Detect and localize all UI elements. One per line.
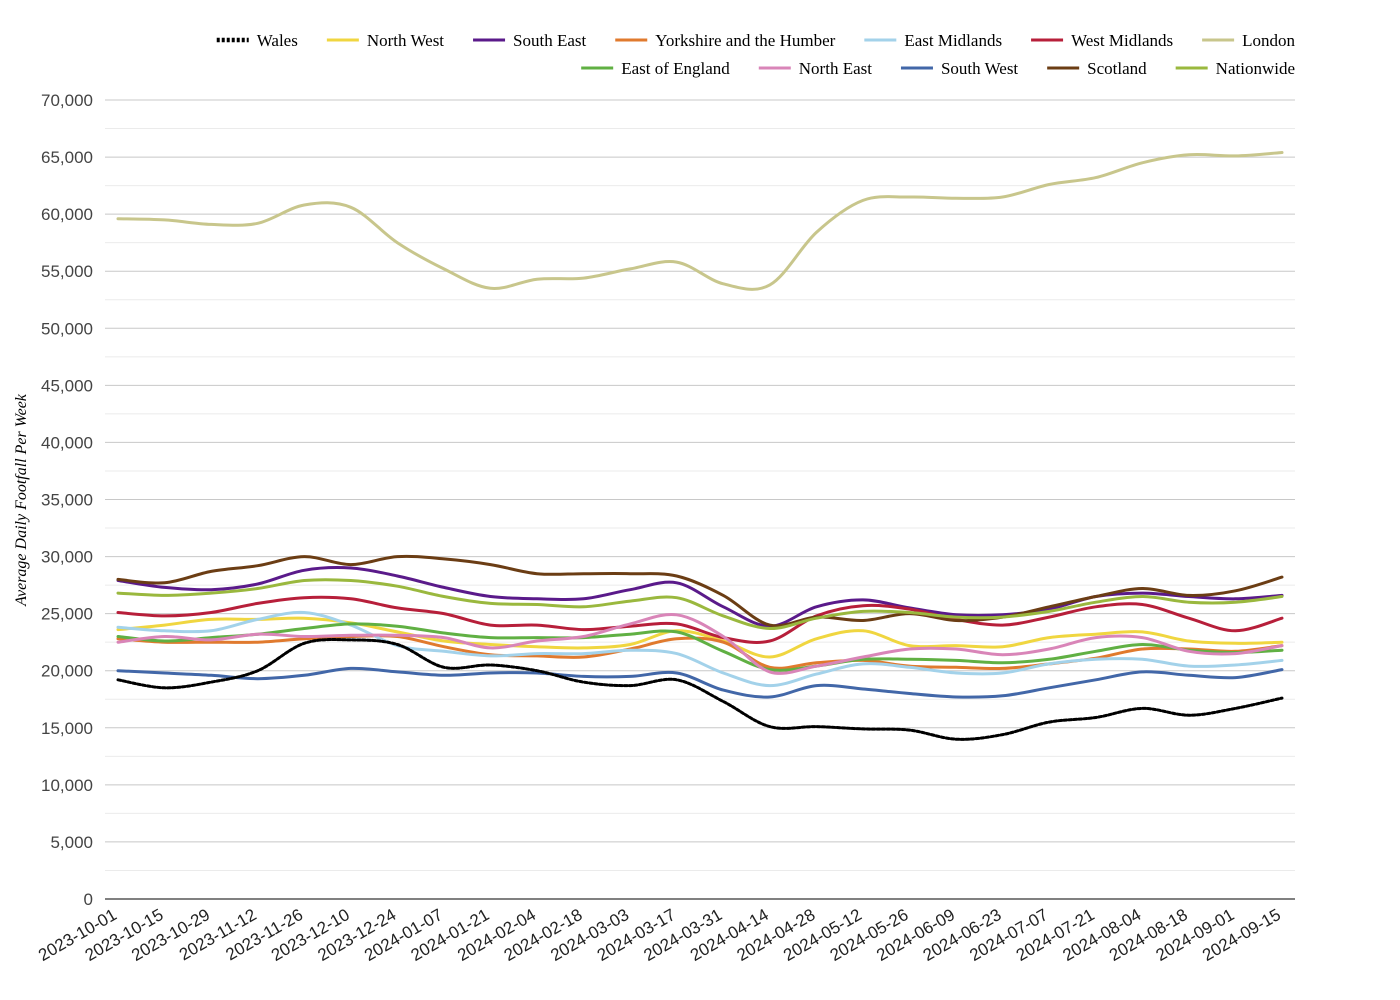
- y-axis-title: Average Daily Footfall Per Week: [13, 393, 30, 607]
- y-tick-label: 70,000: [41, 91, 93, 110]
- legend-item-south-east: South East: [473, 31, 587, 50]
- y-tick-label: 60,000: [41, 205, 93, 224]
- y-tick-label: 30,000: [41, 548, 93, 567]
- series-line-south-west: [116, 666, 1284, 699]
- legend-item-london: London: [1202, 31, 1295, 50]
- legend-label: South East: [513, 31, 586, 50]
- legend-label: North West: [367, 31, 444, 50]
- legend-label: South West: [941, 59, 1018, 78]
- y-tick-label: 25,000: [41, 605, 93, 624]
- legend-label: West Midlands: [1071, 31, 1173, 50]
- legend-label: Wales: [257, 31, 298, 50]
- series-line-east-of-england: [116, 622, 1284, 672]
- legend-item-east-midlands: East Midlands: [864, 31, 1002, 50]
- y-tick-label: 45,000: [41, 376, 93, 395]
- series-line-west-midlands: [116, 595, 1284, 644]
- y-axis: 0 5,000 10,000 15,000 20,000 25,000 30,000 35,0…: [41, 91, 93, 909]
- series-line-london: [116, 151, 1284, 291]
- legend-label: Scotland: [1087, 59, 1147, 78]
- legend-item-scotland: Scotland: [1047, 59, 1147, 78]
- legend-label: East Midlands: [904, 31, 1002, 50]
- y-tick-label: 40,000: [41, 433, 93, 452]
- x-axis: 2023-10-012023-10-152023-10-292023-11-12…: [35, 898, 1295, 965]
- series-line-scotland: [116, 554, 1284, 628]
- gridlines: [105, 99, 1295, 871]
- legend-item-west-midlands: West Midlands: [1031, 31, 1173, 50]
- legend-label: Nationwide: [1216, 59, 1295, 78]
- legend-item-east-of-england: East of England: [581, 59, 730, 78]
- y-tick-label: 65,000: [41, 148, 93, 167]
- y-tick-label: 50,000: [41, 319, 93, 338]
- legend-item-north-east: North East: [758, 59, 872, 78]
- series-line-north-east: [116, 612, 1284, 675]
- legend-item-nationwide: Nationwide: [1175, 59, 1295, 78]
- series-lines: [116, 151, 1284, 741]
- legend-label: London: [1242, 31, 1295, 50]
- series-line-nationwide: [116, 578, 1284, 631]
- y-tick-label: 35,000: [41, 491, 93, 510]
- y-tick-label: 10,000: [41, 776, 93, 795]
- series-line-east-midlands: [116, 610, 1284, 688]
- legend-item-yorkshire-and-the-humber: Yorkshire and the Humber: [615, 31, 836, 50]
- series-line-north-west: [116, 616, 1284, 659]
- y-tick-label: 15,000: [41, 719, 93, 738]
- y-tick-label: 0: [84, 890, 93, 909]
- legend: Wales North West South East Yorkshire and t…: [216, 31, 1295, 78]
- y-tick-label: 55,000: [41, 262, 93, 281]
- legend-label: Yorkshire and the Humber: [655, 31, 835, 50]
- legend-item-south-west: South West: [900, 59, 1018, 78]
- series-line-wales: [116, 638, 1284, 741]
- legend-item-wales: Wales: [216, 31, 298, 50]
- legend-item-north-west: North West: [326, 31, 444, 50]
- y-tick-label: 20,000: [41, 662, 93, 681]
- legend-label: North East: [799, 59, 872, 78]
- legend-label: East of England: [621, 59, 730, 78]
- y-tick-label: 5,000: [50, 833, 93, 852]
